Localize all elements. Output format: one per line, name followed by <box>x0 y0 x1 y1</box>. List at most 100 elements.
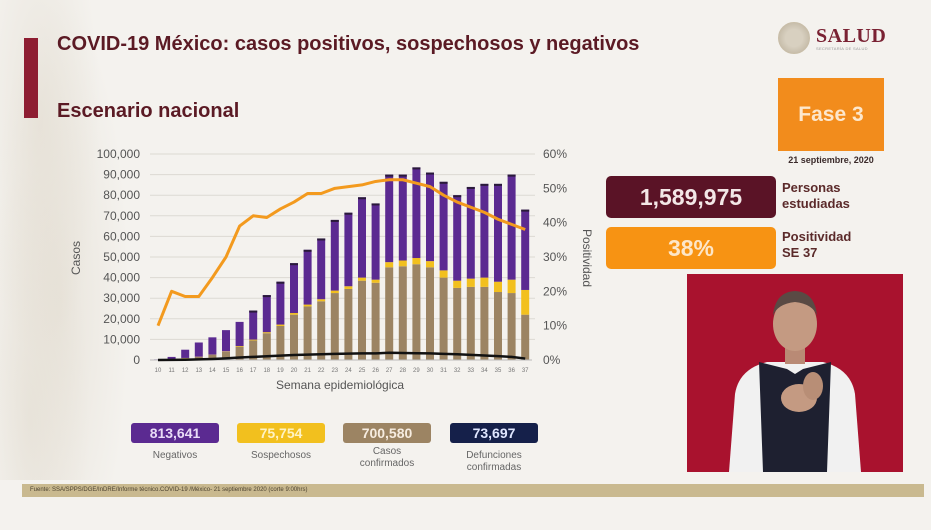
bar-segment <box>303 306 312 360</box>
legend-confirmados-value: 700,580 <box>343 423 431 443</box>
bar-segment <box>290 314 298 360</box>
y-tick-label: 100,000 <box>97 147 141 161</box>
y-tick-label: 0 <box>133 353 140 367</box>
x-tick-label: 17 <box>250 368 257 374</box>
bar-segment <box>453 280 462 288</box>
x-tick-label: 12 <box>182 368 189 374</box>
bar-segment <box>290 263 298 314</box>
stat-label-line: Personas <box>782 180 841 195</box>
x-tick-label: 15 <box>223 368 230 374</box>
x-tick-label: 32 <box>454 368 461 374</box>
bar-segment <box>507 293 516 360</box>
logo-text: SALUD <box>816 24 887 47</box>
bar-segment <box>494 292 502 360</box>
x-tick-label: 21 <box>304 368 311 374</box>
bar-segment <box>371 279 380 283</box>
x-tick-label: 25 <box>359 368 366 374</box>
logo-subtext: SECRETARÍA DE SALUD <box>816 45 868 51</box>
bar-segment <box>344 288 353 360</box>
legend-label-line: Defunciones <box>466 450 522 461</box>
bar-segment <box>330 219 339 291</box>
source-note: Fuente: SSA/SPPS/DGE/InDRE/Informe técni… <box>22 484 924 497</box>
bar-segment <box>181 349 190 358</box>
page-subtitle: Escenario nacional <box>57 100 240 122</box>
bar-segment <box>521 209 530 290</box>
background-decoration <box>0 0 130 480</box>
y-tick-label: 10,000 <box>103 332 140 346</box>
bar-segment <box>276 281 285 325</box>
title-accent-bar <box>24 38 38 118</box>
people-studied-label: Personas estudiadas <box>782 180 850 212</box>
bar-segment <box>412 258 421 265</box>
x-tick-label: 37 <box>522 368 529 374</box>
bar-segment <box>344 286 353 289</box>
positivity-label: Positividad SE 37 <box>782 229 851 261</box>
bar-segment <box>249 340 258 360</box>
sign-language-interpreter-video <box>687 274 903 472</box>
positivity-line <box>156 178 526 327</box>
bar-segment <box>194 342 203 357</box>
legend-label-line: confirmados <box>359 458 415 469</box>
bar-segment <box>453 195 462 281</box>
x-axis-label: Semana epidemiológica <box>276 378 404 392</box>
bar-segment <box>426 261 434 268</box>
y-tick-label: 60,000 <box>103 229 140 243</box>
legend-sospechosos-value: 75,754 <box>237 423 325 443</box>
bar-segment <box>235 321 244 346</box>
page-title: COVID-19 México: casos positivos, sospec… <box>57 33 640 55</box>
x-tick-label: 23 <box>331 368 338 374</box>
y2-tick-label: 0% <box>543 353 561 367</box>
x-tick-label: 18 <box>263 368 270 374</box>
bar-segment <box>330 293 339 360</box>
bar-segment <box>330 290 339 294</box>
salud-logo: SALUD SECRETARÍA DE SALUD <box>778 22 886 54</box>
interpreter-figure <box>687 274 903 472</box>
y-tick-label: 50,000 <box>103 250 140 264</box>
x-tick-label: 14 <box>209 368 216 374</box>
x-tick-label: 11 <box>168 368 175 374</box>
x-tick-label: 31 <box>440 368 447 374</box>
bar-segment <box>208 354 217 360</box>
x-tick-label: 22 <box>318 368 325 374</box>
cases-positivity-chart: 0 10,000 20,000 30,000 40,000 50,000 60,000 70,… <box>69 147 594 392</box>
bar-segment <box>235 346 244 360</box>
bar-segment <box>222 330 230 352</box>
x-tick-label: 24 <box>345 368 352 374</box>
bar-segment <box>494 281 502 293</box>
report-date: 21 septiembre, 2020 <box>788 155 874 165</box>
bar-segment <box>412 167 421 259</box>
legend-sospechosos-label: Sospechosos <box>250 450 312 461</box>
phase-badge: Fase 3 <box>778 78 884 151</box>
bar-segment <box>385 267 394 360</box>
stat-label-line: Positividad <box>782 229 852 244</box>
y-tick-label: 40,000 <box>103 271 140 285</box>
x-tick-label: 13 <box>195 368 202 374</box>
y-axis-label: Casos <box>69 241 83 275</box>
x-tick-label: 34 <box>481 368 488 374</box>
bar-segment <box>385 262 394 268</box>
bar-segment <box>426 172 434 262</box>
x-tick-label: 33 <box>467 368 474 374</box>
x-tick-label: 29 <box>413 368 420 374</box>
legend-label-line: Casos <box>372 446 402 457</box>
x-tick-label: 30 <box>427 368 434 374</box>
bar-segment <box>208 337 217 355</box>
bar-segment <box>358 197 366 278</box>
bar-segment <box>453 287 462 360</box>
y2-tick-label: 10% <box>543 319 567 333</box>
bar-segment <box>466 286 475 360</box>
bar-segment <box>385 174 394 263</box>
legend-defunciones-value: 73,697 <box>450 423 538 443</box>
legend-confirmados-label: Casos confirmados <box>332 446 442 470</box>
x-tick-label: 28 <box>399 368 406 374</box>
bar-segment <box>507 279 516 294</box>
people-studied-value: 1,589,975 <box>606 176 776 218</box>
bar-segment <box>466 278 475 287</box>
x-tick-label: 26 <box>372 368 379 374</box>
bar-segment <box>398 260 407 267</box>
bar-segment <box>480 277 489 287</box>
bar-segment <box>317 301 326 360</box>
bar-segment <box>262 333 271 360</box>
y-tick-label: 30,000 <box>103 291 140 305</box>
y-tick-label: 70,000 <box>103 209 140 223</box>
